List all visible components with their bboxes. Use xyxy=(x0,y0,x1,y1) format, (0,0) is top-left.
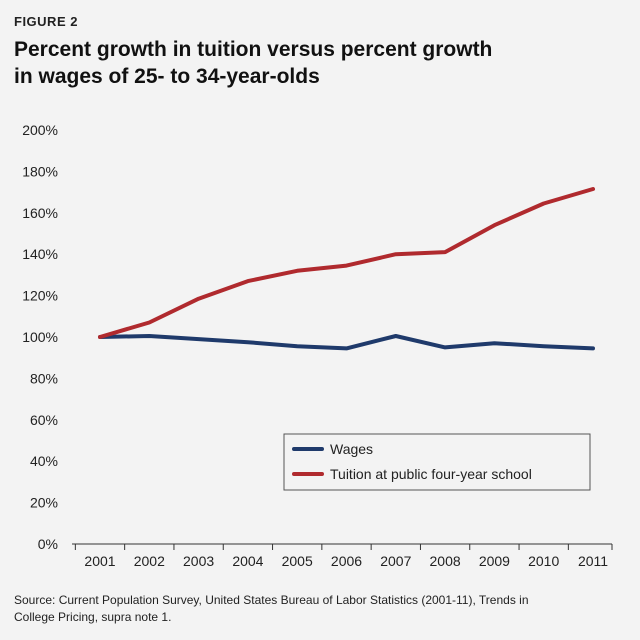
y-tick-label: 20% xyxy=(30,495,58,511)
data-point xyxy=(147,334,151,338)
line-chart: 0% 20% 40% 60% 80% 100% 120% 140% 160% 180% 200% 2… xyxy=(22,122,613,569)
series-line-wages xyxy=(98,334,595,351)
source-line-2: College Pricing, supra note 1. xyxy=(14,610,172,624)
data-point xyxy=(98,335,102,339)
data-point xyxy=(246,279,250,283)
data-point xyxy=(246,340,250,344)
y-tick-label: 100% xyxy=(22,329,58,345)
x-tick-label: 2002 xyxy=(134,553,165,569)
plot-area xyxy=(98,187,595,351)
x-tick-label: 2004 xyxy=(232,553,263,569)
data-point xyxy=(295,269,299,273)
legend: Wages Tuition at public four-year school xyxy=(283,433,591,491)
x-tick-label: 2010 xyxy=(528,553,559,569)
data-point xyxy=(443,250,447,254)
data-point xyxy=(591,187,595,191)
source-note: Source: Current Population Survey, Unite… xyxy=(14,592,626,626)
x-tick-label: 2011 xyxy=(578,553,608,569)
x-tick-label: 2003 xyxy=(183,553,214,569)
y-tick-label: 80% xyxy=(30,370,58,386)
series-line-tuition xyxy=(98,187,595,339)
legend-label: Wages xyxy=(330,441,373,457)
legend-box xyxy=(283,433,591,491)
y-tick-label: 0% xyxy=(38,536,58,552)
data-point xyxy=(197,337,201,341)
data-point xyxy=(591,346,595,350)
y-tick-label: 40% xyxy=(30,453,58,469)
data-point xyxy=(492,341,496,345)
y-tick-label: 160% xyxy=(22,205,58,221)
data-point xyxy=(542,344,546,348)
data-point xyxy=(147,321,151,325)
data-point xyxy=(542,201,546,205)
y-tick-label: 140% xyxy=(22,246,58,262)
x-tick-label: 2008 xyxy=(430,553,461,569)
chart-title-line-2: in wages of 25- to 34-year-olds xyxy=(14,65,320,88)
x-tick-label: 2006 xyxy=(331,553,362,569)
chart-title: Percent growth in tuition versus percent… xyxy=(14,36,614,90)
data-point xyxy=(345,346,348,350)
data-point xyxy=(197,297,201,301)
chart-title-line-1: Percent growth in tuition versus percent… xyxy=(14,38,493,61)
data-point xyxy=(394,252,398,256)
x-tick-label: 2001 xyxy=(84,553,115,569)
x-axis: 2001 2002 2003 2004 2005 2006 2007 2008 2009 2010… xyxy=(72,543,613,569)
x-tick-label: 2009 xyxy=(479,553,510,569)
data-point xyxy=(345,264,348,268)
data-point xyxy=(394,334,398,338)
data-point xyxy=(295,344,299,348)
data-point xyxy=(492,223,496,227)
y-tick-label: 120% xyxy=(22,288,58,304)
y-tick-label: 60% xyxy=(30,412,58,428)
source-line-1: Source: Current Population Survey, Unite… xyxy=(14,593,529,607)
x-tick-label: 2007 xyxy=(380,553,411,569)
legend-label: Tuition at public four-year school xyxy=(330,466,532,482)
y-tick-label: 180% xyxy=(22,163,58,179)
y-tick-label: 200% xyxy=(22,122,58,138)
y-axis: 0% 20% 40% 60% 80% 100% 120% 140% 160% 180% 200% xyxy=(22,122,58,552)
x-tick-label: 2005 xyxy=(282,553,313,569)
data-point xyxy=(443,345,447,349)
figure-label: FIGURE 2 xyxy=(14,14,78,29)
